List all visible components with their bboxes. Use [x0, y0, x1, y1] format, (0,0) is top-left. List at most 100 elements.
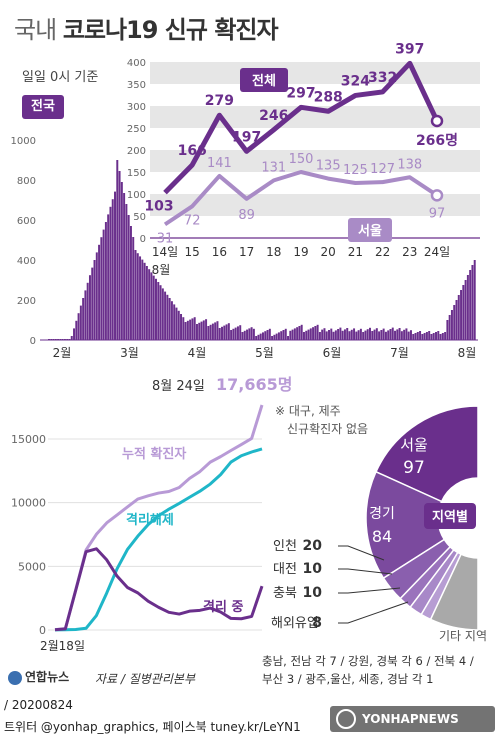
national-daily-bar: [273, 334, 276, 340]
national-daily-bar: [116, 160, 119, 340]
national-daily-bar: [159, 285, 162, 340]
recent-grid-band: [150, 150, 480, 172]
national-daily-bar: [341, 330, 344, 340]
national-daily-bar: [236, 326, 239, 340]
national-daily-bar: [296, 327, 299, 340]
national-daily-bar: [175, 307, 178, 340]
national-daily-bar: [409, 330, 412, 340]
national-daily-bar: [75, 320, 78, 340]
national-daily-bar: [164, 291, 167, 340]
national-daily-bar: [462, 285, 465, 340]
cum-y-tick: 0: [39, 624, 46, 637]
national-daily-bar: [225, 324, 228, 340]
national-daily-bar: [473, 260, 476, 340]
national-daily-bar: [214, 322, 217, 340]
national-daily-bar: [375, 328, 378, 340]
national-daily-bar: [182, 317, 185, 340]
recent-data-label: 103: [144, 199, 173, 215]
national-daily-bar: [223, 325, 226, 340]
national-daily-bar: [230, 330, 233, 340]
recent-x-tick: 16: [212, 245, 227, 259]
national-daily-bar: [205, 319, 208, 340]
publish-date: / 20200824: [4, 698, 73, 712]
national-daily-bar: [221, 326, 223, 340]
recent-y-tick: 250: [127, 124, 146, 135]
national-daily-bar: [291, 329, 294, 340]
national-daily-bar: [168, 298, 171, 340]
recent-data-label: 297: [286, 85, 315, 101]
national-daily-bar: [316, 324, 319, 340]
exclusion-note: ※ 대구, 제주 신규확진자 없음: [275, 402, 368, 438]
national-daily-bar: [298, 326, 301, 340]
region-leader-line: [338, 545, 385, 561]
recent-data-label: 332: [368, 70, 397, 86]
region-label-chungbuk: 충북: [273, 586, 297, 601]
national-daily-bar: [52, 339, 55, 340]
national-daily-bar: [246, 329, 249, 340]
region-value-chungbuk: 10: [303, 585, 323, 601]
national-daily-bar: [252, 328, 255, 340]
cum-label-released: 격리해제: [126, 512, 174, 528]
national-daily-bar: [280, 331, 283, 340]
national-month-label: 5월: [255, 346, 274, 360]
national-daily-bar: [66, 339, 69, 340]
national-daily-bar: [54, 339, 57, 340]
national-daily-bar: [198, 322, 201, 340]
title-main: 코로나19 신규 확진자: [62, 16, 279, 44]
national-month-label: 6월: [323, 346, 342, 360]
recent-data-label: 324: [341, 73, 370, 89]
recent-grid-band: [150, 194, 480, 216]
national-daily-bar: [157, 282, 160, 340]
national-daily-bar: [339, 327, 342, 340]
national-daily-bar: [394, 330, 397, 340]
national-daily-bar: [77, 313, 80, 340]
national-daily-bar: [120, 182, 123, 340]
national-daily-bar: [61, 339, 64, 340]
national-month-label: 4월: [188, 346, 207, 360]
national-daily-bar: [307, 329, 310, 340]
region-leader-line: [338, 587, 401, 594]
national-daily-bar: [216, 321, 219, 340]
provinces-line2: 부산 3 / 광주,울산, 세종, 경남 각 1: [262, 672, 434, 686]
recent-x-tick: 15: [185, 245, 200, 259]
national-daily-bar: [318, 332, 321, 340]
national-daily-bar: [259, 333, 262, 340]
national-daily-bar: [189, 319, 192, 340]
national-daily-bar: [446, 320, 449, 340]
national-daily-bar: [471, 265, 474, 340]
exclusion-note-line1: ※ 대구, 제주: [275, 404, 341, 418]
national-daily-bar: [430, 334, 433, 340]
national-daily-bar: [129, 226, 132, 340]
national-daily-bar: [403, 329, 406, 340]
recent-grid-band: [150, 106, 480, 128]
recent-series-line-1: [163, 170, 439, 227]
region-center-label: 지역별: [432, 509, 468, 525]
national-daily-bar: [232, 328, 235, 340]
national-daily-bar: [95, 252, 98, 340]
recent-x-tick: 14일: [152, 245, 178, 259]
national-daily-bar: [143, 262, 146, 340]
national-daily-bar: [284, 328, 287, 340]
recent-data-label: 72: [184, 213, 201, 228]
national-daily-bar: [287, 336, 290, 340]
series-badge-seoul: [348, 218, 392, 242]
region-center-badge: [424, 503, 476, 529]
national-daily-bar: [460, 290, 463, 340]
national-daily-bar: [84, 290, 87, 340]
yonhap-logo: 연합뉴스: [8, 668, 69, 685]
national-daily-bar: [350, 329, 353, 340]
national-daily-bar: [202, 320, 205, 340]
national-daily-bar: [82, 298, 85, 340]
national-daily-bar: [334, 330, 337, 340]
national-daily-bar: [257, 334, 260, 340]
recent-y-tick: 300: [127, 102, 146, 113]
national-daily-bar: [423, 333, 426, 340]
national-daily-bar: [466, 275, 469, 340]
region-value-incheon: 20: [303, 538, 323, 554]
national-daily-bar: [102, 229, 105, 340]
national-daily-bar: [325, 331, 328, 340]
national-daily-bar: [150, 272, 153, 340]
national-daily-bar: [277, 332, 280, 340]
national-y-tick: 200: [17, 296, 36, 307]
